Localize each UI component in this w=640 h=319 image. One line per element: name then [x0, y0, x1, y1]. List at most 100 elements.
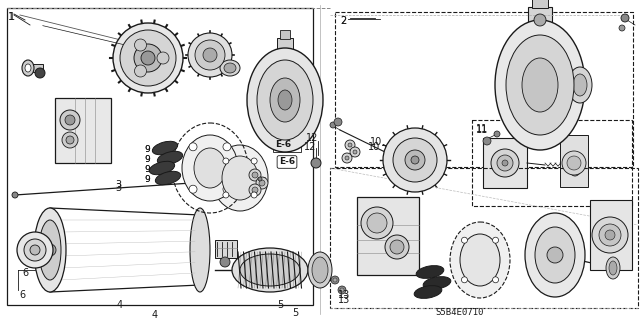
Text: 1: 1 — [8, 12, 14, 22]
Circle shape — [134, 65, 147, 77]
Text: 10: 10 — [370, 137, 382, 147]
Circle shape — [348, 143, 352, 147]
Circle shape — [258, 177, 262, 181]
Text: 13: 13 — [338, 295, 350, 305]
Bar — [273, 138, 301, 152]
Circle shape — [252, 172, 258, 178]
Text: 12: 12 — [303, 142, 316, 152]
Circle shape — [390, 240, 404, 254]
Circle shape — [330, 122, 336, 128]
Circle shape — [345, 140, 355, 150]
Circle shape — [223, 143, 231, 151]
Circle shape — [494, 131, 500, 137]
Ellipse shape — [535, 227, 575, 283]
Text: E-6: E-6 — [275, 140, 291, 149]
Circle shape — [189, 143, 197, 151]
Text: 4: 4 — [117, 300, 123, 310]
Text: 2: 2 — [340, 16, 346, 26]
Ellipse shape — [522, 58, 558, 112]
Circle shape — [24, 239, 46, 261]
Circle shape — [113, 23, 183, 93]
Circle shape — [65, 115, 75, 125]
Ellipse shape — [157, 151, 182, 165]
Text: 10: 10 — [368, 142, 380, 152]
Circle shape — [252, 187, 258, 193]
Text: 5: 5 — [277, 300, 283, 310]
Text: 9: 9 — [144, 175, 150, 184]
Ellipse shape — [460, 234, 500, 286]
Circle shape — [393, 138, 437, 182]
Circle shape — [220, 257, 230, 267]
Circle shape — [311, 158, 321, 168]
Circle shape — [134, 44, 162, 72]
Text: 9: 9 — [144, 165, 150, 174]
Circle shape — [189, 185, 197, 193]
Bar — [560, 135, 588, 187]
Circle shape — [534, 14, 546, 26]
Text: 11: 11 — [476, 125, 488, 135]
Bar — [7, 8, 313, 305]
Circle shape — [62, 132, 78, 148]
Ellipse shape — [414, 286, 442, 298]
Text: 9: 9 — [144, 155, 150, 165]
Text: 4: 4 — [152, 310, 158, 319]
Ellipse shape — [609, 261, 617, 275]
Text: 1: 1 — [9, 12, 15, 22]
Ellipse shape — [568, 154, 582, 176]
Bar — [483, 138, 527, 188]
Text: 9: 9 — [144, 145, 150, 154]
Circle shape — [483, 137, 491, 145]
Circle shape — [251, 158, 257, 164]
Circle shape — [223, 185, 231, 193]
Ellipse shape — [240, 254, 300, 286]
Bar — [357, 197, 419, 275]
Text: 3: 3 — [115, 180, 121, 190]
Circle shape — [599, 224, 621, 246]
Text: S5B4E0710: S5B4E0710 — [436, 308, 484, 317]
Ellipse shape — [571, 158, 579, 172]
Ellipse shape — [149, 161, 175, 175]
Circle shape — [195, 40, 225, 70]
Bar — [532, 0, 548, 8]
Circle shape — [619, 25, 625, 31]
Ellipse shape — [22, 60, 34, 76]
Circle shape — [203, 48, 217, 62]
Circle shape — [249, 184, 261, 196]
Bar — [528, 7, 552, 25]
Circle shape — [353, 150, 357, 154]
Circle shape — [17, 232, 53, 268]
Circle shape — [493, 237, 499, 243]
Ellipse shape — [39, 220, 61, 280]
Circle shape — [605, 230, 615, 240]
Ellipse shape — [423, 277, 451, 289]
Ellipse shape — [606, 257, 620, 279]
Bar — [277, 38, 293, 52]
Text: 5: 5 — [292, 308, 298, 318]
Text: 13: 13 — [338, 290, 350, 300]
Text: 6: 6 — [19, 290, 25, 300]
Circle shape — [188, 33, 232, 77]
Ellipse shape — [506, 35, 574, 135]
Ellipse shape — [278, 90, 292, 110]
Bar — [33, 64, 43, 72]
Text: 11: 11 — [476, 124, 488, 134]
Bar — [215, 240, 237, 258]
Bar — [590, 200, 632, 270]
Circle shape — [44, 244, 56, 256]
Circle shape — [345, 156, 349, 160]
Ellipse shape — [25, 64, 31, 72]
Circle shape — [223, 192, 229, 198]
Circle shape — [411, 156, 419, 164]
Text: 9: 9 — [144, 175, 150, 184]
Ellipse shape — [573, 74, 587, 96]
Text: 2: 2 — [340, 16, 346, 26]
Circle shape — [461, 277, 467, 283]
Ellipse shape — [257, 60, 313, 140]
Ellipse shape — [495, 20, 585, 150]
Circle shape — [251, 192, 257, 198]
Ellipse shape — [222, 156, 258, 200]
Circle shape — [567, 156, 581, 170]
Ellipse shape — [308, 252, 332, 288]
Circle shape — [256, 177, 268, 189]
Circle shape — [547, 247, 563, 263]
